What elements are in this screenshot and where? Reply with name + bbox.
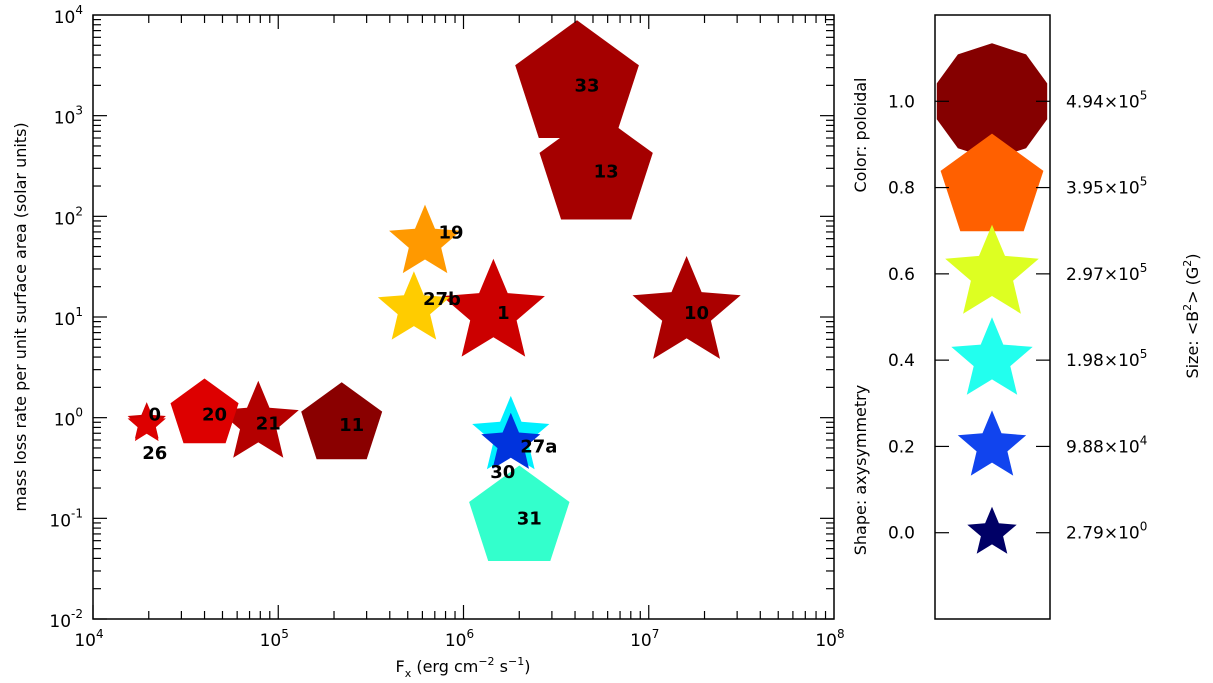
point-label: 1 <box>497 303 510 324</box>
scatter-marker <box>127 404 166 442</box>
legend-marker <box>957 410 1027 476</box>
point-label: 20 <box>202 404 227 425</box>
legend-size-label: 4.94×105 <box>1066 88 1147 112</box>
scatter-marker <box>632 256 741 359</box>
legend-size-label: 2.97×105 <box>1066 261 1147 285</box>
legend-markers <box>936 43 1048 554</box>
legend-marker <box>940 133 1044 232</box>
legend-left-tick-label: 1.0 <box>888 92 915 112</box>
y-tick-label: 104 <box>54 3 83 28</box>
scatter-marker <box>539 111 653 220</box>
legend-size-label: 9.88×104 <box>1066 433 1147 457</box>
legend-scale-panel: 1.0 0.8 0.6 0.4 0.2 0.0 4.94×105 3.95×105 2.97×1… <box>851 14 1202 620</box>
point-label: 0 <box>148 404 161 425</box>
point-label: 13 <box>594 161 619 182</box>
legend-left-tick-label: 0.4 <box>888 351 915 371</box>
legend-size-label: 1.98×105 <box>1066 347 1147 371</box>
scatter-marker <box>170 378 239 444</box>
legend-frame <box>934 14 1051 620</box>
legend-right-label-size: Size: <B2> (G2) <box>1181 253 1202 378</box>
scatter-marker <box>469 465 570 561</box>
point-label: 30 <box>490 462 515 483</box>
point-label: 11 <box>339 415 364 436</box>
x-tick-label: 105 <box>260 627 289 651</box>
scatter-marker <box>377 271 450 340</box>
point-label: 21 <box>256 413 281 434</box>
point-label: 10 <box>684 303 709 324</box>
point-label: 19 <box>439 222 464 243</box>
point-label: 33 <box>574 75 599 96</box>
y-tick-label: 100 <box>54 406 83 431</box>
point-label: 31 <box>517 508 542 529</box>
legend-left-tick-label: 0.6 <box>888 265 915 285</box>
legend-left-label-color: Color: poloidal <box>851 78 870 193</box>
scatter-marker <box>217 380 299 458</box>
scatter-marker <box>389 204 461 274</box>
legend-marker <box>951 317 1033 395</box>
y-tick-label: 102 <box>54 204 83 229</box>
legend-left-tick-label: 0.0 <box>888 524 915 544</box>
scatter-marker <box>515 20 639 138</box>
x-tick-label: 108 <box>815 627 844 651</box>
legend-left-tick-label: 0.8 <box>888 179 915 199</box>
x-tick-label: 107 <box>630 627 659 651</box>
point-label: 27a <box>520 437 557 458</box>
scatter-marker <box>441 258 545 357</box>
y-tick-label: 103 <box>54 104 83 129</box>
legend-left-label-shape: Shape: axysymmetry <box>851 385 870 555</box>
legend-marker <box>936 43 1048 160</box>
legend-size-label: 2.79×100 <box>1066 520 1147 544</box>
y-tick-label: 10-1 <box>49 506 83 531</box>
legend-axis-ticks: 1.0 0.8 0.6 0.4 0.2 0.0 4.94×105 3.95×105 2.97×1… <box>888 88 1147 543</box>
x-tick-label: 106 <box>445 627 474 651</box>
legend-marker <box>967 506 1017 554</box>
scatter-marker <box>301 382 383 460</box>
main-plot-frame <box>92 14 835 620</box>
y-tick-label: 10-2 <box>49 607 83 632</box>
legend-left-tick-label: 0.2 <box>888 437 915 457</box>
point-label: 27b <box>423 289 461 310</box>
y-axis-label: mass loss rate per unit surface area (so… <box>11 122 30 511</box>
scatter-marker <box>481 412 541 469</box>
x-axis-label: Fx (erg cm−2 s−1) <box>396 655 531 680</box>
x-tick-label: 104 <box>74 627 103 651</box>
legend-marker <box>945 224 1039 314</box>
point-label: 26 <box>142 443 167 464</box>
y-tick-label: 101 <box>54 305 83 330</box>
legend-size-label: 3.95×105 <box>1066 175 1147 199</box>
